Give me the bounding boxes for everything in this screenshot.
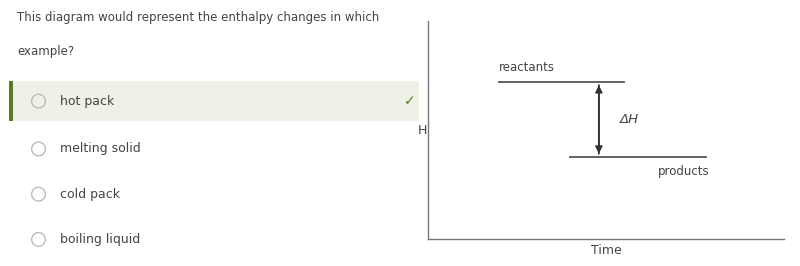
Text: cold pack: cold pack (60, 188, 120, 201)
FancyBboxPatch shape (9, 81, 419, 121)
Text: example?: example? (17, 45, 74, 58)
Text: ✓: ✓ (403, 94, 415, 108)
Text: melting solid: melting solid (60, 143, 141, 155)
Text: ΔH: ΔH (620, 113, 639, 126)
Text: products: products (658, 165, 710, 178)
Y-axis label: H: H (418, 124, 427, 137)
FancyBboxPatch shape (9, 81, 13, 121)
Text: hot pack: hot pack (60, 95, 114, 107)
Text: boiling liquid: boiling liquid (60, 233, 140, 246)
Text: This diagram would represent the enthalpy changes in which: This diagram would represent the enthalp… (17, 11, 379, 24)
X-axis label: Time: Time (590, 244, 622, 257)
Text: reactants: reactants (499, 61, 555, 74)
